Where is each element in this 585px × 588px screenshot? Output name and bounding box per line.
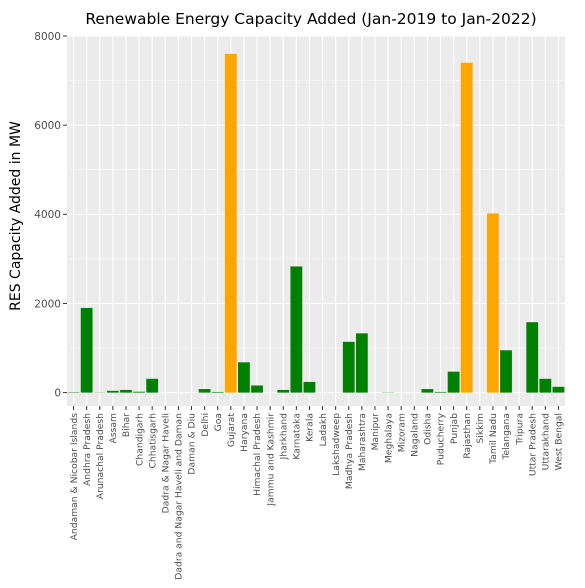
bar [552, 386, 565, 393]
bar [421, 389, 434, 393]
plot-panel [67, 36, 565, 406]
bar [198, 389, 211, 393]
bar [539, 378, 552, 393]
bar [460, 62, 473, 393]
x-tick-label: Sikkim [475, 413, 486, 444]
x-axis: Andaman & Nicobar Islands Andhra Pradesh A… [69, 406, 565, 580]
bars [67, 53, 565, 393]
bar [487, 213, 499, 393]
x-tick-label: Manipur [370, 413, 381, 451]
bar [106, 390, 119, 393]
x-tick-label: Andaman & Nicobar Islands [69, 413, 80, 541]
x-tick-label: Nagaland [409, 413, 420, 457]
y-tick-label: 0 [54, 387, 61, 399]
bar [526, 322, 539, 393]
bar [277, 389, 290, 393]
x-tick-label: Daman & Diu [187, 413, 198, 475]
bar [500, 350, 512, 393]
x-tick-label: Andhra Pradesh [82, 413, 93, 486]
x-tick-label: Punjab [449, 413, 460, 444]
x-tick-label: Mizoram [396, 413, 407, 452]
x-tick-label: Arunachal Pradesh [95, 413, 106, 499]
y-tick-label: 4000 [34, 209, 61, 221]
y-axis: 0 2000 4000 6000 8000 [34, 31, 67, 399]
x-tick-label: Chandigarh [134, 413, 145, 466]
y-axis-label: RES Capacity Added in MW [8, 121, 24, 311]
x-tick-label: Dadra and Nagar Haveli and Daman [174, 413, 185, 580]
bar [355, 333, 368, 393]
bar [447, 371, 460, 393]
y-tick-label: 6000 [34, 120, 61, 132]
bar [211, 391, 224, 393]
x-tick-label: Delhi [200, 413, 211, 437]
x-tick-label: Tripura [514, 413, 525, 446]
y-tick-label: 8000 [34, 31, 61, 43]
x-tick-label: Kerala [305, 413, 316, 442]
bar [80, 307, 93, 393]
x-tick-label: Goa [213, 413, 224, 431]
x-tick-label: Jharkhand [278, 413, 289, 460]
bar [238, 362, 250, 393]
x-tick-label: West Bengal [554, 413, 565, 470]
x-tick-label: Puducherry [436, 412, 447, 465]
x-tick-label: Haryana [239, 413, 250, 452]
x-tick-label: Uttar Pradesh [527, 413, 538, 476]
bar [434, 391, 447, 393]
x-tick-label: Uttarakhand [541, 413, 552, 470]
x-tick-label: Meghalaya [383, 413, 394, 463]
x-tick-label: Rajasthan [462, 413, 473, 459]
bar [133, 391, 145, 393]
x-tick-label: Odisha [423, 413, 434, 445]
x-tick-label: Chhatisgarh [147, 413, 158, 469]
x-tick-label: Bihar [121, 413, 132, 437]
x-tick-label: Jammu and Kashmir [265, 413, 276, 507]
bar [224, 53, 237, 393]
x-tick-label: Karnataka [292, 413, 303, 460]
x-tick-label: Gujarat [226, 413, 237, 448]
x-tick-label: Madhya Pradesh [344, 413, 355, 489]
y-tick-label: 2000 [34, 298, 61, 310]
x-tick-label: Maharashtra [357, 413, 368, 471]
x-tick-label: Lakshadweep [331, 413, 342, 476]
chart-title: Renewable Energy Capacity Added (Jan-201… [85, 10, 536, 28]
bar [342, 341, 355, 393]
bar [303, 381, 316, 393]
x-tick-label: Tamil Nadu [488, 413, 499, 465]
bar [251, 385, 263, 393]
bar [290, 266, 303, 393]
x-tick-label: Himachal Pradesh [252, 413, 263, 496]
bar [146, 378, 159, 393]
x-tick-label: Assam [108, 413, 119, 443]
x-tick-label: Ladakh [318, 413, 329, 447]
x-tick-label: Dadra & Nagar Haveli [160, 413, 171, 513]
x-tick-label: Telangana [501, 413, 512, 461]
bar [120, 389, 132, 393]
